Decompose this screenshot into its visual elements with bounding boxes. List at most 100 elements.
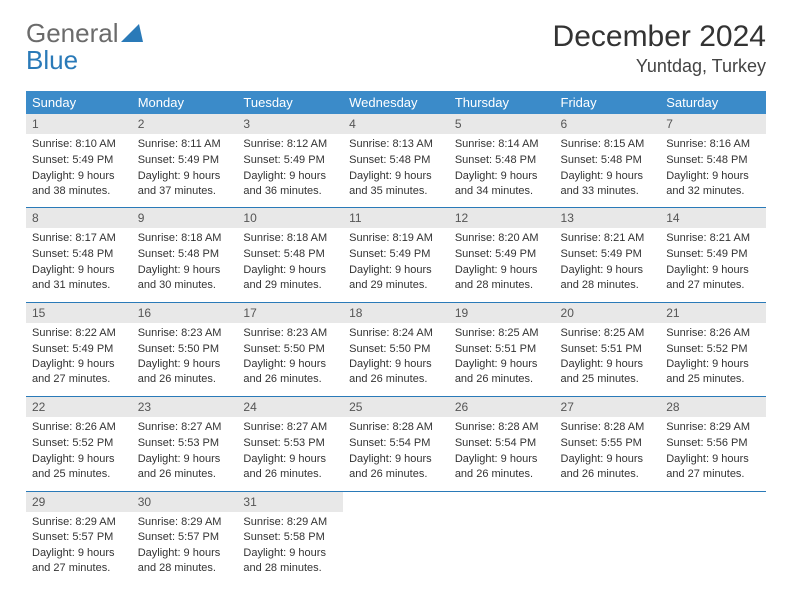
sunrise-line: Sunrise: 8:29 AM [138, 515, 232, 530]
sunset-line: Sunset: 5:53 PM [138, 436, 232, 451]
logo-triangle-icon [121, 24, 143, 42]
day-cell: Sunrise: 8:11 AMSunset: 5:49 PMDaylight:… [132, 134, 238, 208]
day-number: 16 [132, 302, 238, 323]
day-cell [555, 512, 661, 585]
sunrise-line: Sunrise: 8:10 AM [32, 137, 126, 152]
day-number: 5 [449, 114, 555, 134]
day-number [343, 491, 449, 512]
day-number: 22 [26, 397, 132, 418]
day-cell: Sunrise: 8:18 AMSunset: 5:48 PMDaylight:… [237, 228, 343, 302]
day-number [660, 491, 766, 512]
sunrise-line: Sunrise: 8:29 AM [243, 515, 337, 530]
sunset-line: Sunset: 5:57 PM [138, 530, 232, 545]
sunset-line: Sunset: 5:49 PM [32, 153, 126, 168]
daynum-row: 1234567 [26, 114, 766, 134]
daylight-line: Daylight: 9 hours and 26 minutes. [349, 452, 443, 482]
sunrise-line: Sunrise: 8:18 AM [243, 231, 337, 246]
day-cell: Sunrise: 8:10 AMSunset: 5:49 PMDaylight:… [26, 134, 132, 208]
day-cell: Sunrise: 8:23 AMSunset: 5:50 PMDaylight:… [237, 323, 343, 397]
day-number: 13 [555, 208, 661, 229]
sunrise-line: Sunrise: 8:20 AM [455, 231, 549, 246]
day-cell: Sunrise: 8:27 AMSunset: 5:53 PMDaylight:… [237, 417, 343, 491]
day-cell: Sunrise: 8:14 AMSunset: 5:48 PMDaylight:… [449, 134, 555, 208]
daylight-line: Daylight: 9 hours and 28 minutes. [243, 546, 337, 576]
day-number: 15 [26, 302, 132, 323]
day-cell: Sunrise: 8:29 AMSunset: 5:56 PMDaylight:… [660, 417, 766, 491]
weekday-header: Tuesday [237, 91, 343, 114]
sunset-line: Sunset: 5:58 PM [243, 530, 337, 545]
day-number: 19 [449, 302, 555, 323]
day-cell: Sunrise: 8:21 AMSunset: 5:49 PMDaylight:… [555, 228, 661, 302]
sunset-line: Sunset: 5:49 PM [455, 247, 549, 262]
day-number: 31 [237, 491, 343, 512]
sunset-line: Sunset: 5:51 PM [561, 342, 655, 357]
sunset-line: Sunset: 5:48 PM [666, 153, 760, 168]
sunrise-line: Sunrise: 8:23 AM [243, 326, 337, 341]
sunset-line: Sunset: 5:53 PM [243, 436, 337, 451]
day-number: 12 [449, 208, 555, 229]
weekday-header: Wednesday [343, 91, 449, 114]
day-cell [343, 512, 449, 585]
daylight-line: Daylight: 9 hours and 26 minutes. [455, 357, 549, 387]
sunset-line: Sunset: 5:48 PM [349, 153, 443, 168]
daylight-line: Daylight: 9 hours and 28 minutes. [138, 546, 232, 576]
day-cell: Sunrise: 8:27 AMSunset: 5:53 PMDaylight:… [132, 417, 238, 491]
day-number: 30 [132, 491, 238, 512]
sunrise-line: Sunrise: 8:29 AM [32, 515, 126, 530]
day-number: 27 [555, 397, 661, 418]
sunset-line: Sunset: 5:48 PM [243, 247, 337, 262]
day-number: 21 [660, 302, 766, 323]
daylight-line: Daylight: 9 hours and 26 minutes. [243, 452, 337, 482]
location: Yuntdag, Turkey [553, 56, 766, 77]
day-cell: Sunrise: 8:25 AMSunset: 5:51 PMDaylight:… [555, 323, 661, 397]
content-row: Sunrise: 8:17 AMSunset: 5:48 PMDaylight:… [26, 228, 766, 302]
day-cell: Sunrise: 8:23 AMSunset: 5:50 PMDaylight:… [132, 323, 238, 397]
sunrise-line: Sunrise: 8:22 AM [32, 326, 126, 341]
daylight-line: Daylight: 9 hours and 38 minutes. [32, 169, 126, 199]
day-number: 18 [343, 302, 449, 323]
daynum-row: 293031 [26, 491, 766, 512]
sunset-line: Sunset: 5:49 PM [561, 247, 655, 262]
sunrise-line: Sunrise: 8:15 AM [561, 137, 655, 152]
daylight-line: Daylight: 9 hours and 26 minutes. [243, 357, 337, 387]
sunset-line: Sunset: 5:48 PM [561, 153, 655, 168]
sunrise-line: Sunrise: 8:18 AM [138, 231, 232, 246]
sunset-line: Sunset: 5:52 PM [666, 342, 760, 357]
day-cell: Sunrise: 8:15 AMSunset: 5:48 PMDaylight:… [555, 134, 661, 208]
daylight-line: Daylight: 9 hours and 26 minutes. [349, 357, 443, 387]
day-number [555, 491, 661, 512]
sunset-line: Sunset: 5:51 PM [455, 342, 549, 357]
sunset-line: Sunset: 5:49 PM [138, 153, 232, 168]
sunset-line: Sunset: 5:56 PM [666, 436, 760, 451]
day-cell: Sunrise: 8:29 AMSunset: 5:57 PMDaylight:… [132, 512, 238, 585]
weekday-header-row: Sunday Monday Tuesday Wednesday Thursday… [26, 91, 766, 114]
daynum-row: 22232425262728 [26, 397, 766, 418]
sunset-line: Sunset: 5:50 PM [243, 342, 337, 357]
daylight-line: Daylight: 9 hours and 28 minutes. [561, 263, 655, 293]
sunset-line: Sunset: 5:54 PM [455, 436, 549, 451]
content-row: Sunrise: 8:29 AMSunset: 5:57 PMDaylight:… [26, 512, 766, 585]
day-cell [660, 512, 766, 585]
day-cell: Sunrise: 8:20 AMSunset: 5:49 PMDaylight:… [449, 228, 555, 302]
day-cell: Sunrise: 8:28 AMSunset: 5:55 PMDaylight:… [555, 417, 661, 491]
day-number: 9 [132, 208, 238, 229]
sunset-line: Sunset: 5:54 PM [349, 436, 443, 451]
month-title: December 2024 [553, 20, 766, 54]
content-row: Sunrise: 8:10 AMSunset: 5:49 PMDaylight:… [26, 134, 766, 208]
day-number: 17 [237, 302, 343, 323]
weekday-header: Friday [555, 91, 661, 114]
daylight-line: Daylight: 9 hours and 25 minutes. [32, 452, 126, 482]
sunrise-line: Sunrise: 8:27 AM [138, 420, 232, 435]
day-cell: Sunrise: 8:16 AMSunset: 5:48 PMDaylight:… [660, 134, 766, 208]
sunset-line: Sunset: 5:49 PM [666, 247, 760, 262]
day-number [449, 491, 555, 512]
daynum-row: 15161718192021 [26, 302, 766, 323]
daylight-line: Daylight: 9 hours and 36 minutes. [243, 169, 337, 199]
day-number: 8 [26, 208, 132, 229]
day-number: 1 [26, 114, 132, 134]
day-number: 3 [237, 114, 343, 134]
day-number: 7 [660, 114, 766, 134]
day-cell: Sunrise: 8:28 AMSunset: 5:54 PMDaylight:… [343, 417, 449, 491]
day-number: 6 [555, 114, 661, 134]
content-row: Sunrise: 8:22 AMSunset: 5:49 PMDaylight:… [26, 323, 766, 397]
